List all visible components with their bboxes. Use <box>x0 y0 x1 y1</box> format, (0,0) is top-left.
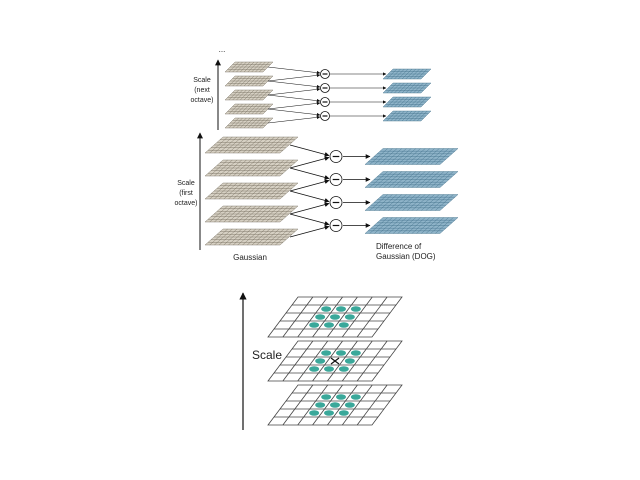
sheet-line <box>312 296 343 338</box>
arrow <box>289 156 330 169</box>
sheet-line <box>356 384 388 426</box>
next-octave-label: octave) <box>191 97 214 104</box>
grid-sheet <box>204 228 299 246</box>
neighbor-dot <box>330 402 340 408</box>
layers <box>197 59 459 430</box>
first-octave-label: Scale <box>177 180 195 187</box>
arrow <box>267 115 321 124</box>
arrow <box>289 167 330 180</box>
dog-label: Difference of <box>376 242 422 251</box>
arrow <box>289 225 330 238</box>
sheet-line <box>341 296 373 338</box>
grid-sheet <box>364 148 459 165</box>
neighbor-dot <box>344 314 355 320</box>
grid-sheet <box>224 75 274 87</box>
grid-sheet <box>364 194 459 211</box>
sheet-line <box>297 384 329 426</box>
sheet-line <box>341 384 373 426</box>
arrow <box>289 179 330 192</box>
grid-sheet <box>224 89 274 101</box>
sheet-line <box>356 340 388 382</box>
neighbor-dot <box>324 322 334 328</box>
neighbor-dot <box>309 322 320 328</box>
neighbor-dot <box>336 306 346 312</box>
neighbor-dot <box>315 314 326 320</box>
sheet-line <box>282 296 314 338</box>
arrow <box>267 80 321 89</box>
grid-sheet <box>224 103 274 115</box>
neighbor-dot <box>338 322 349 328</box>
first-octave-label: (first <box>179 190 193 197</box>
arrow <box>267 94 321 103</box>
neighbor-dot <box>344 402 355 408</box>
arrow <box>267 101 321 110</box>
sheet-line <box>312 340 343 382</box>
sheet-line <box>327 296 358 338</box>
scale-label: Scale <box>252 348 282 362</box>
arrow <box>289 213 330 226</box>
sheet-line <box>327 384 358 426</box>
neighbor-dot <box>350 394 361 400</box>
grid-sheet <box>224 61 274 73</box>
first-octave-label: octave) <box>175 200 198 207</box>
grid-sheet <box>204 136 299 154</box>
neighbor-dot <box>324 410 334 416</box>
sheet-line <box>297 340 329 382</box>
grid-sheet <box>382 82 432 94</box>
dog-label: Gaussian (DOG) <box>376 252 436 261</box>
ellipsis: ... <box>219 45 226 54</box>
neighbor-dot <box>321 394 332 400</box>
arrow <box>267 108 321 117</box>
neighbor-dot <box>330 314 340 320</box>
grid-sheet <box>204 182 299 200</box>
neighbor-dot <box>336 350 346 356</box>
neighbor-dot <box>321 350 332 356</box>
arrow <box>267 73 321 82</box>
gaussian-label: Gaussian <box>233 253 267 262</box>
sheet-line <box>341 340 373 382</box>
grid-sheet <box>224 117 274 129</box>
grid-sheet <box>364 217 459 234</box>
neighbor-dot <box>315 402 326 408</box>
neighbor-dot <box>350 350 361 356</box>
grid-sheet <box>204 159 299 177</box>
arrow <box>289 144 330 157</box>
next-octave-label: Scale <box>193 77 211 84</box>
sheet-line <box>356 296 388 338</box>
neighbor-dot <box>309 366 320 372</box>
neighbor-dot <box>315 358 326 364</box>
neighbor-dot <box>321 306 332 312</box>
grid-sheet <box>382 96 432 108</box>
neighbor-dot <box>309 410 320 416</box>
neighbor-dot <box>338 410 349 416</box>
sheet-line <box>312 384 343 426</box>
neighbor-dot <box>324 366 334 372</box>
arrow <box>267 87 321 96</box>
neighbor-dot <box>336 394 346 400</box>
sheet-line <box>297 296 329 338</box>
grid-sheet <box>204 205 299 223</box>
grid-sheet <box>364 171 459 188</box>
arrow <box>267 66 321 75</box>
center-mark <box>330 357 340 365</box>
neighbor-dot <box>338 366 349 372</box>
neighbor-dot <box>344 358 355 364</box>
arrow <box>289 202 330 215</box>
sheet-line <box>327 340 358 382</box>
grid-sheet <box>382 68 432 80</box>
next-octave-label: (next <box>194 87 210 94</box>
neighbor-dot <box>350 306 361 312</box>
sheet-line <box>282 340 314 382</box>
arrow <box>289 190 330 203</box>
sheet-line <box>282 384 314 426</box>
